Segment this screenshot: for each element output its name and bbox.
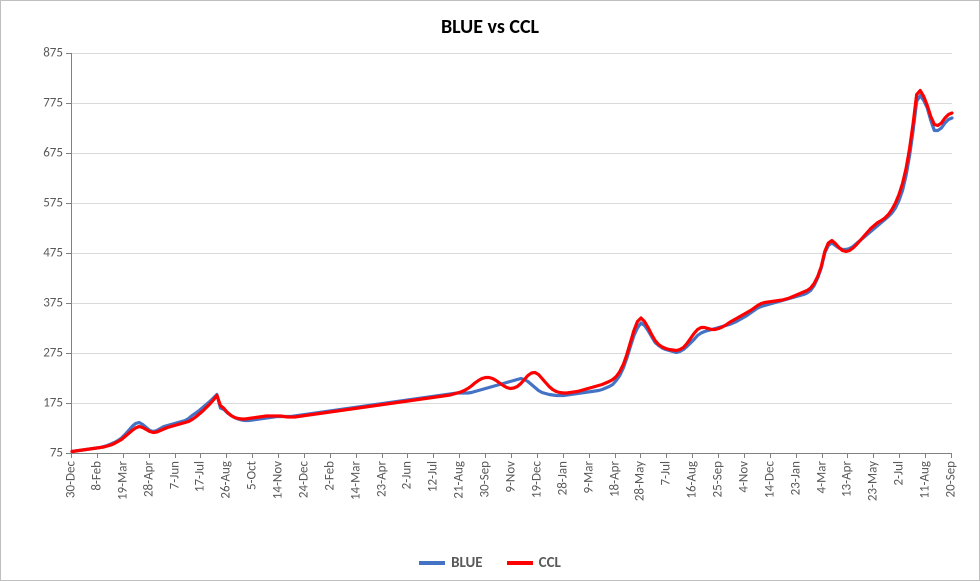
x-tick-mark	[485, 453, 486, 458]
y-tick-label: 75	[1, 446, 63, 461]
x-tick-mark	[873, 453, 874, 458]
x-tick-label: 24-Dec	[296, 461, 311, 498]
x-tick-mark	[511, 453, 512, 458]
x-tick-label: 13-Apr	[840, 461, 855, 497]
x-tick-mark	[407, 453, 408, 458]
x-tick-mark	[847, 453, 848, 458]
x-tick-mark	[459, 453, 460, 458]
x-tick-mark	[149, 453, 150, 458]
x-tick-mark	[252, 453, 253, 458]
x-tick-mark	[951, 453, 952, 458]
x-tick-label: 9-Nov	[504, 461, 519, 493]
x-tick-label: 20-Sep	[944, 461, 959, 497]
x-tick-label: 23-Apr	[374, 461, 389, 497]
x-tick-label: 19-Dec	[529, 461, 544, 498]
x-tick-mark	[200, 453, 201, 458]
x-tick-label: 11-Aug	[918, 461, 933, 499]
x-tick-label: 25-Sep	[711, 461, 726, 497]
y-tick-label: 375	[1, 296, 63, 311]
x-tick-label: 8-Feb	[89, 461, 104, 491]
x-tick-mark	[899, 453, 900, 458]
x-tick-label: 9-Mar	[581, 461, 596, 493]
y-tick-label: 875	[1, 46, 63, 61]
x-tick-label: 23-May	[866, 461, 881, 501]
x-tick-label: 14-Nov	[271, 461, 286, 499]
x-tick-label: 4-Nov	[736, 461, 751, 493]
plot-area	[71, 53, 952, 454]
x-tick-mark	[382, 453, 383, 458]
x-tick-label: 2-Jun	[400, 461, 415, 489]
legend: BLUE CCL	[1, 554, 979, 572]
x-tick-mark	[692, 453, 693, 458]
x-tick-mark	[666, 453, 667, 458]
x-tick-mark	[822, 453, 823, 458]
y-tick-label: 775	[1, 96, 63, 111]
x-tick-label: 28-May	[633, 461, 648, 501]
y-tick-label: 675	[1, 146, 63, 161]
series-line-ccl	[72, 91, 952, 452]
x-tick-mark	[640, 453, 641, 458]
y-tick-label: 175	[1, 396, 63, 411]
x-tick-mark	[304, 453, 305, 458]
x-tick-label: 17-Jul	[193, 461, 208, 492]
x-tick-mark	[615, 453, 616, 458]
legend-label: CCL	[539, 554, 561, 572]
x-tick-label: 7-Jul	[659, 461, 674, 486]
legend-item: CCL	[507, 554, 561, 572]
x-tick-mark	[537, 453, 538, 458]
x-tick-label: 30-Dec	[64, 461, 79, 498]
x-tick-label: 14-Mar	[348, 461, 363, 500]
x-tick-mark	[563, 453, 564, 458]
x-tick-label: 7-Jun	[167, 461, 182, 489]
x-tick-mark	[123, 453, 124, 458]
x-tick-mark	[330, 453, 331, 458]
x-tick-mark	[97, 453, 98, 458]
x-tick-mark	[433, 453, 434, 458]
x-tick-mark	[278, 453, 279, 458]
x-tick-label: 19-Mar	[115, 461, 130, 500]
x-tick-mark	[925, 453, 926, 458]
legend-label: BLUE	[451, 554, 483, 572]
x-tick-mark	[356, 453, 357, 458]
x-tick-mark	[718, 453, 719, 458]
x-tick-label: 14-Dec	[762, 461, 777, 498]
y-tick-label: 575	[1, 196, 63, 211]
x-tick-label: 2-Feb	[322, 461, 337, 491]
x-tick-mark	[226, 453, 227, 458]
x-tick-label: 16-Aug	[685, 461, 700, 499]
x-tick-label: 28-Jan	[555, 461, 570, 495]
chart-container: BLUE vs CCL 75 175 275 375 475 575 675 775 875 3…	[0, 0, 980, 581]
y-tick-label: 475	[1, 246, 63, 261]
x-tick-mark	[175, 453, 176, 458]
x-tick-label: 4-Mar	[814, 461, 829, 493]
legend-item: BLUE	[419, 554, 483, 572]
x-tick-label: 28-Apr	[141, 461, 156, 497]
chart-title: BLUE vs CCL	[1, 15, 979, 39]
series-lines	[72, 53, 952, 453]
x-tick-mark	[744, 453, 745, 458]
x-tick-mark	[71, 453, 72, 458]
x-tick-label: 26-Aug	[219, 461, 234, 499]
x-tick-label: 21-Aug	[452, 461, 467, 499]
x-tick-mark	[770, 453, 771, 458]
x-tick-mark	[589, 453, 590, 458]
x-tick-label: 12-Jul	[426, 461, 441, 492]
legend-swatch	[419, 561, 445, 565]
x-tick-label: 5-Oct	[245, 461, 260, 490]
x-tick-label: 23-Jan	[788, 461, 803, 495]
x-tick-mark	[796, 453, 797, 458]
x-tick-label: 30-Sep	[478, 461, 493, 497]
legend-swatch	[507, 561, 533, 565]
x-tick-label: 2-Jul	[892, 461, 907, 486]
y-tick-label: 275	[1, 346, 63, 361]
x-tick-label: 18-Apr	[607, 461, 622, 497]
